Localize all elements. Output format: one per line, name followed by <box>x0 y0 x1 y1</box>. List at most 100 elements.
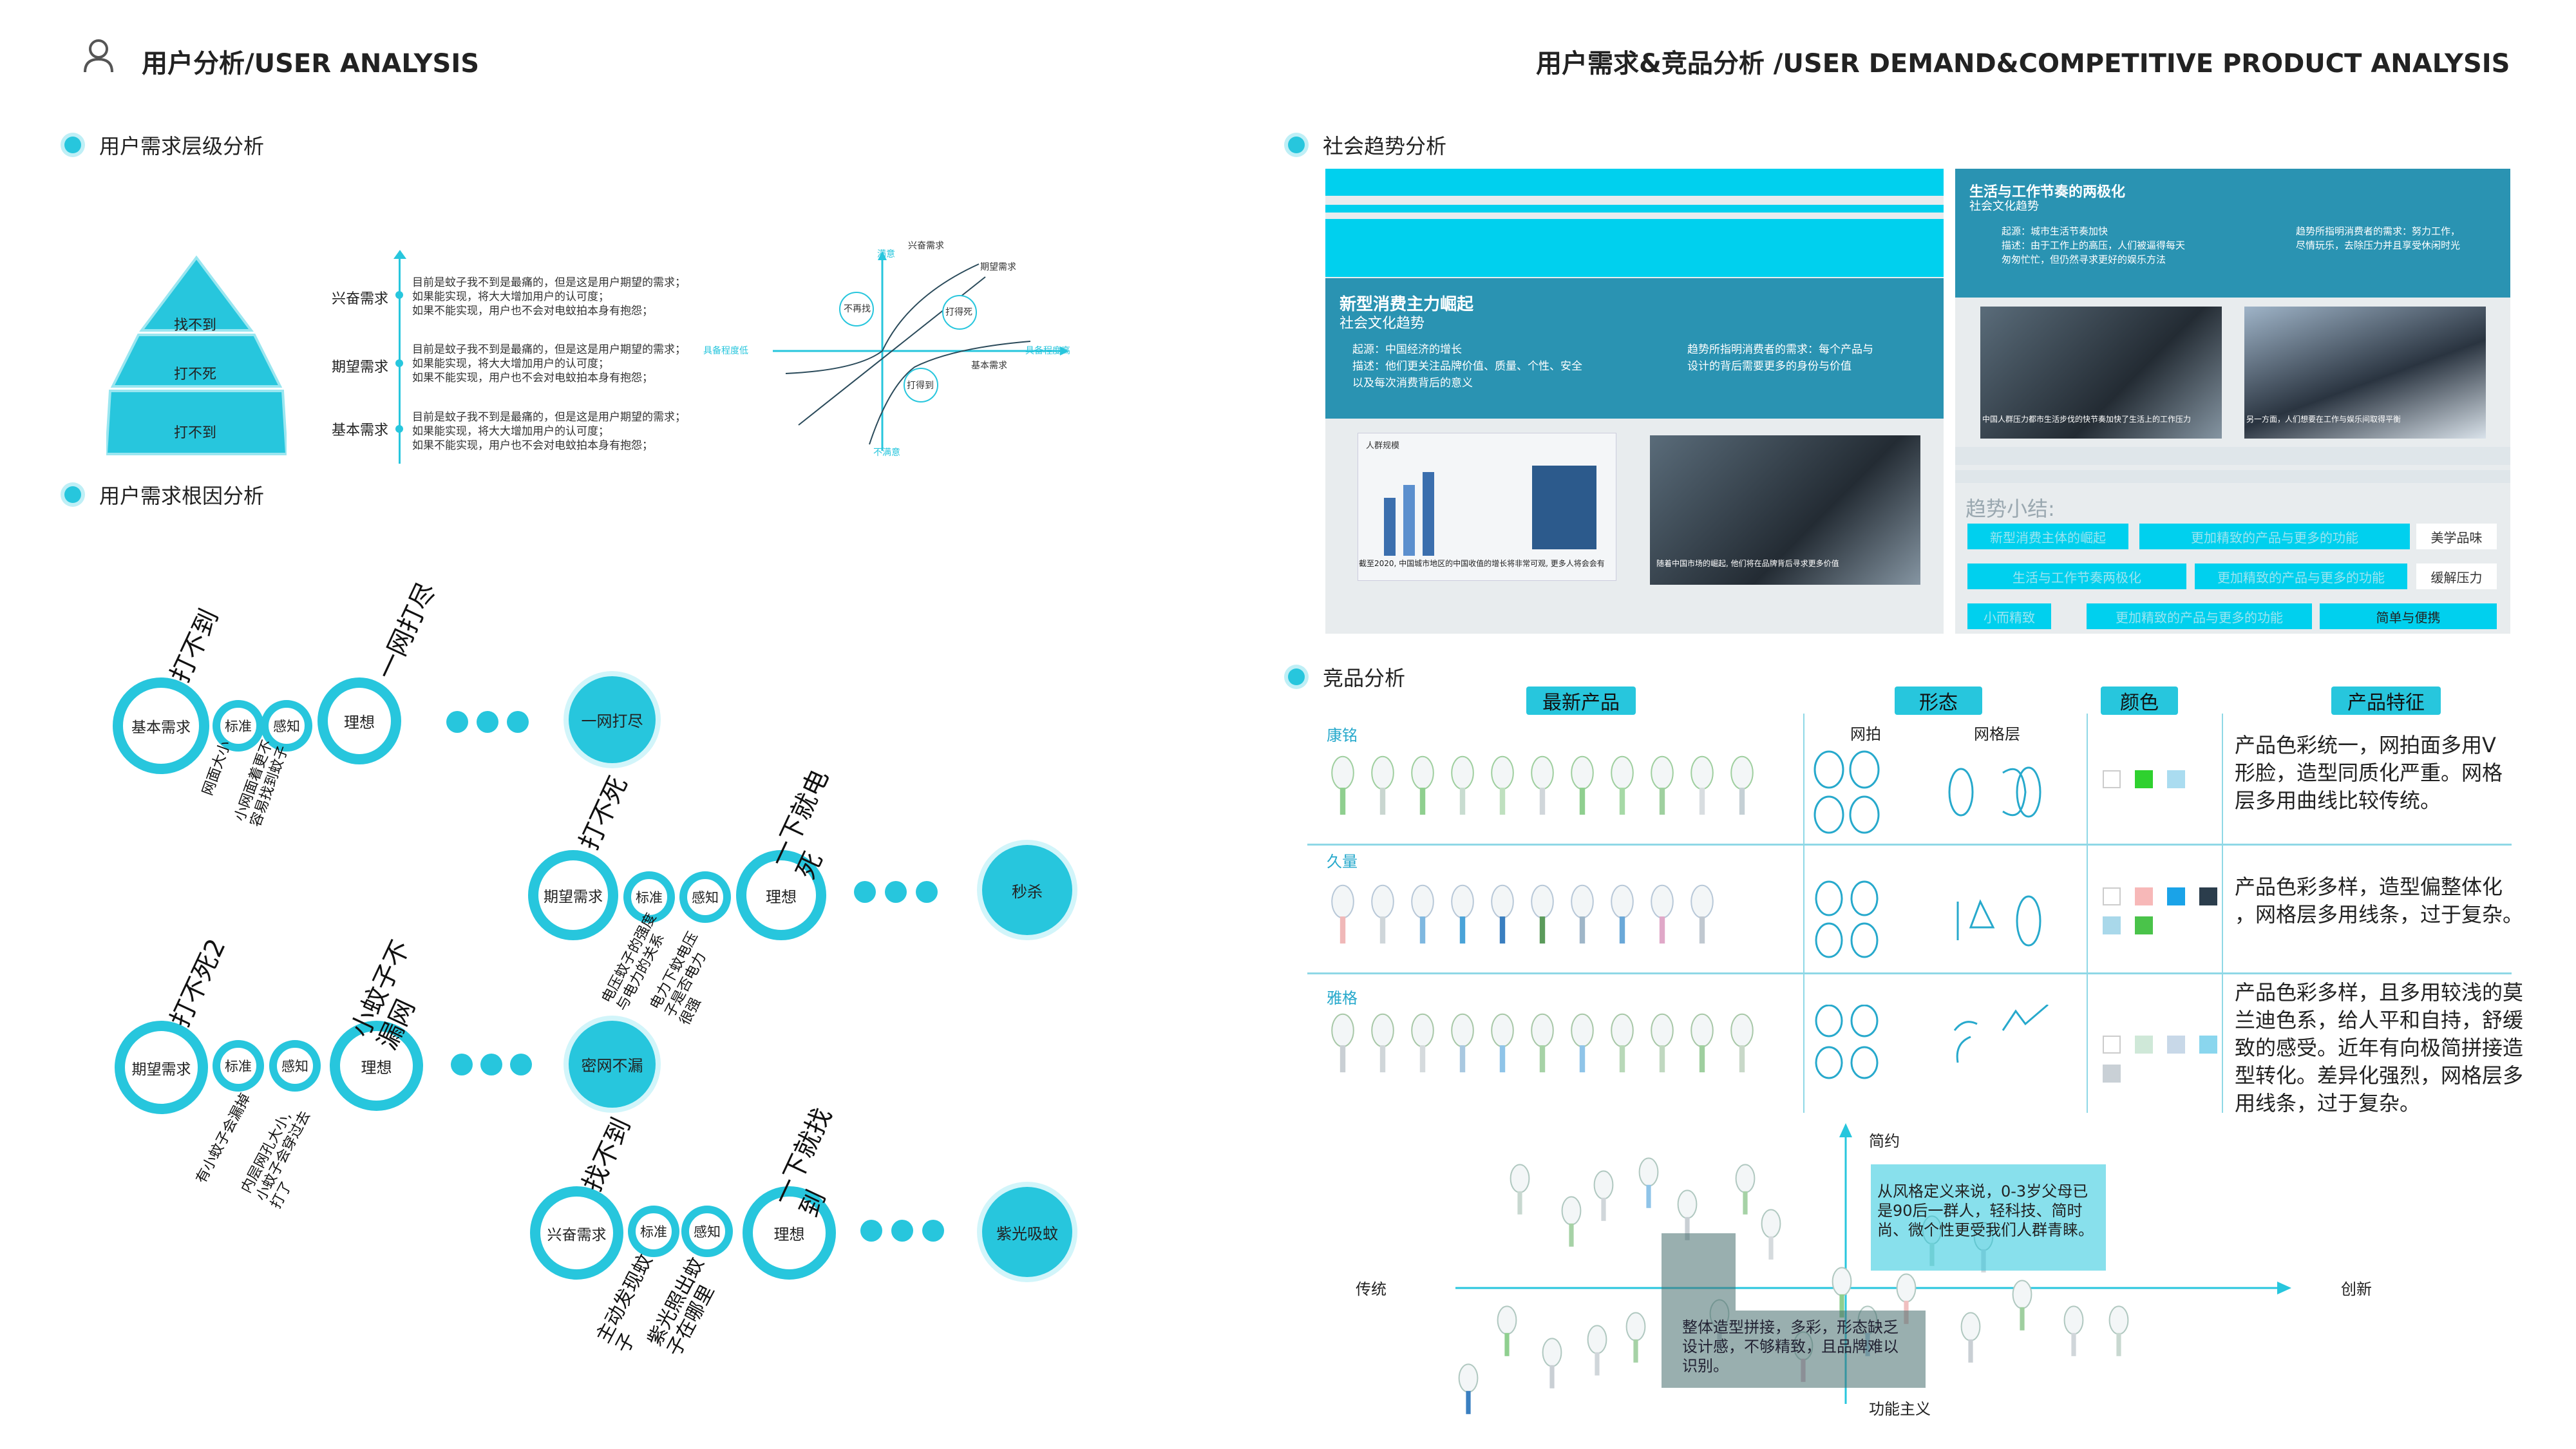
kano-curve-excitement: 兴奋需求 <box>908 241 944 251</box>
kano-diagram <box>773 251 1069 451</box>
racket-thumbnail <box>1832 1267 1852 1318</box>
racket-thumbnail <box>1451 755 1474 815</box>
root3-expected-need: 期望需求 <box>115 1021 208 1114</box>
demand-pyramid <box>106 255 287 455</box>
divider <box>2222 714 2223 1113</box>
summary-tag: 缓解压力 <box>2416 564 2497 589</box>
note-line: 整体造型拼接，多彩，形态缺乏 <box>1682 1318 1899 1336</box>
racket-thumbnail <box>1331 1013 1354 1073</box>
racket-thumbnail <box>1510 1164 1530 1215</box>
trend-b-strip-2 <box>1955 470 2510 483</box>
racket-thumbnail <box>1458 1363 1479 1414</box>
map-note-box-2 <box>1662 1311 1926 1388</box>
trend-b-photo-2 <box>2244 307 2486 439</box>
racket-thumbnail <box>1651 884 1674 944</box>
chart-image-title: 人群规模 <box>1366 441 1400 451</box>
desc-line: 如果能实现，将大大增加用户的认可度； <box>412 290 609 303</box>
map-dark-block <box>1662 1233 1736 1311</box>
summary-tag: 美学品味 <box>2416 524 2497 549</box>
trend-a-bar-2 <box>1325 205 1944 213</box>
bullet: 描述：他们更关注品牌价值、质量、个性、安全 <box>1352 360 1582 373</box>
brand-1-products <box>1331 755 1754 815</box>
root4-perception: 感知 <box>681 1206 733 1257</box>
ellipsis-dot <box>860 1220 882 1242</box>
color-swatch <box>2135 770 2153 788</box>
racket-thumbnail <box>1651 755 1674 815</box>
root1-basic-need: 基本需求 <box>113 677 209 774</box>
chart-bar <box>1423 472 1434 556</box>
section-dot-icon <box>1288 137 1305 153</box>
root3-top-label-a: 打不死2 <box>165 934 232 1032</box>
color-swatch <box>2103 770 2121 788</box>
root1-bottom-label-a: 网面大小 <box>200 739 234 798</box>
map-note-1: 从风格定义来说，0-3岁父母已 是90后一群人，轻科技、简时 尚、微个性更受我们… <box>1877 1182 2094 1240</box>
racket-thumbnail <box>1531 1013 1554 1073</box>
trend-b-caption-1: 中国人群压力都市生活步伐的快节奏加快了生活上的工作压力 <box>1982 415 2192 424</box>
section-title: 用户需求层级分析 <box>99 134 265 158</box>
desc-line: 产品色彩统一，网拍面多用V <box>2235 733 2496 757</box>
section-dot-icon <box>1288 668 1305 685</box>
root4-excitement-need: 兴奋需求 <box>530 1186 623 1280</box>
section-title: 竞品分析 <box>1323 666 1406 690</box>
trend-b-subtitle: 社会文化趋势 <box>1969 200 2039 213</box>
desc-line: 如果能实现，将大大增加用户的认可度； <box>412 357 609 370</box>
pyramid-top-label: 找不到 <box>174 317 217 334</box>
ellipsis-dot <box>891 1220 913 1242</box>
form-sketches-2 <box>1815 880 2041 958</box>
bullet: 以及每次消费背后的意义 <box>1352 377 1473 390</box>
racket-thumbnail <box>1690 1013 1714 1073</box>
racket-thumbnail <box>1451 1013 1474 1073</box>
racket-thumbnail <box>1611 755 1634 815</box>
root1-bottom-label-b: 小网面着更不 容易找到蚊子 <box>232 738 292 829</box>
color-swatch <box>2135 1036 2153 1054</box>
desc-line: 产品色彩多样，且多用较浅的莫 <box>2235 980 2524 1005</box>
col-features: 产品特征 <box>2331 687 2441 715</box>
root4-goal: 紫光吸蚊 <box>982 1187 1072 1277</box>
bullet: 趋势所指明消费者的需求：每个产品与 <box>1687 343 1873 356</box>
sub-col-racket: 网拍 <box>1850 725 1881 743</box>
trend-a-title: 新型消费主力崛起 <box>1340 295 1474 314</box>
kano-right-label: 具备程度高 <box>1025 346 1070 356</box>
trend-a-bullets-right: 趋势所指明消费者的需求：每个产品与 设计的背后需要更多的身份与价值 <box>1687 341 1873 375</box>
chart-legend-box <box>1532 466 1596 549</box>
color-swatch <box>2135 887 2153 905</box>
desc-line: 兰迪色系，给人平和自持，舒缓 <box>2235 1008 2524 1032</box>
racket-thumbnail <box>1491 884 1514 944</box>
trend-b-caption-2: 另一方面，人们想要在工作与娱乐间取得平衡 <box>2246 415 2401 424</box>
racket-thumbnail <box>1411 1013 1434 1073</box>
section-competitor: 竞品分析 <box>1288 662 1405 692</box>
color-swatch <box>2135 916 2153 934</box>
color-swatch <box>2199 887 2217 905</box>
section-dot-icon <box>64 137 81 153</box>
kano-curve-expected: 期望需求 <box>980 262 1016 272</box>
racket-thumbnail <box>2063 1305 2084 1356</box>
pyramid-bottom-label: 打不到 <box>174 425 217 441</box>
trend-b-bullets-right: 趋势所指明消费者的需求：努力工作， 尽情玩乐，去除压力并且享受休闲时光 <box>2296 224 2460 252</box>
trend-a-caption-2: 随着中国市场的崛起, 他们将在品牌背后寻求更多价值 <box>1656 559 1839 568</box>
map-label-functional: 功能主义 <box>1869 1400 1931 1418</box>
desc-line: 形脸，造型同质化严重。网格 <box>2235 761 2503 785</box>
root1-goal: 一网打尽 <box>569 676 656 763</box>
trend-a-bar-3 <box>1325 219 1944 277</box>
note-line: 尚、微个性更受我们人群青睐。 <box>1877 1221 2094 1239</box>
racket-thumbnail <box>1411 755 1434 815</box>
racket-thumbnail <box>1571 884 1594 944</box>
racket-thumbnail <box>1730 755 1754 815</box>
color-swatch <box>2103 916 2121 934</box>
user-icon <box>82 37 115 73</box>
divider <box>2087 714 2088 1113</box>
racket-thumbnail <box>1625 1312 1646 1363</box>
racket-thumbnail <box>1451 884 1474 944</box>
kano-left-label: 具备程度低 <box>703 346 748 356</box>
trend-a-caption-1: 截至2020, 中国城市地区的中国收值的增长将非常可观, 更多人将会会有 <box>1359 559 1605 568</box>
level-dot-1 <box>395 291 403 299</box>
color-swatch <box>2103 1036 2121 1054</box>
desc-line: 型转化。差异化强烈，网格层多 <box>2235 1063 2524 1088</box>
kano-bubble-3: 打得到 <box>907 381 934 391</box>
summary-tag: 小而精致 <box>1967 603 2051 629</box>
left-page-title: 用户分析/USER ANALYSIS <box>142 49 480 79</box>
brand-3-description: 产品色彩多样，且多用较浅的莫 兰迪色系，给人平和自持，舒缓 致的感受。近年有向极… <box>2235 979 2523 1117</box>
racket-thumbnail <box>1651 1013 1674 1073</box>
racket-thumbnail <box>1735 1164 1756 1215</box>
note-line: 从风格定义来说，0-3岁父母已 <box>1877 1182 2088 1200</box>
